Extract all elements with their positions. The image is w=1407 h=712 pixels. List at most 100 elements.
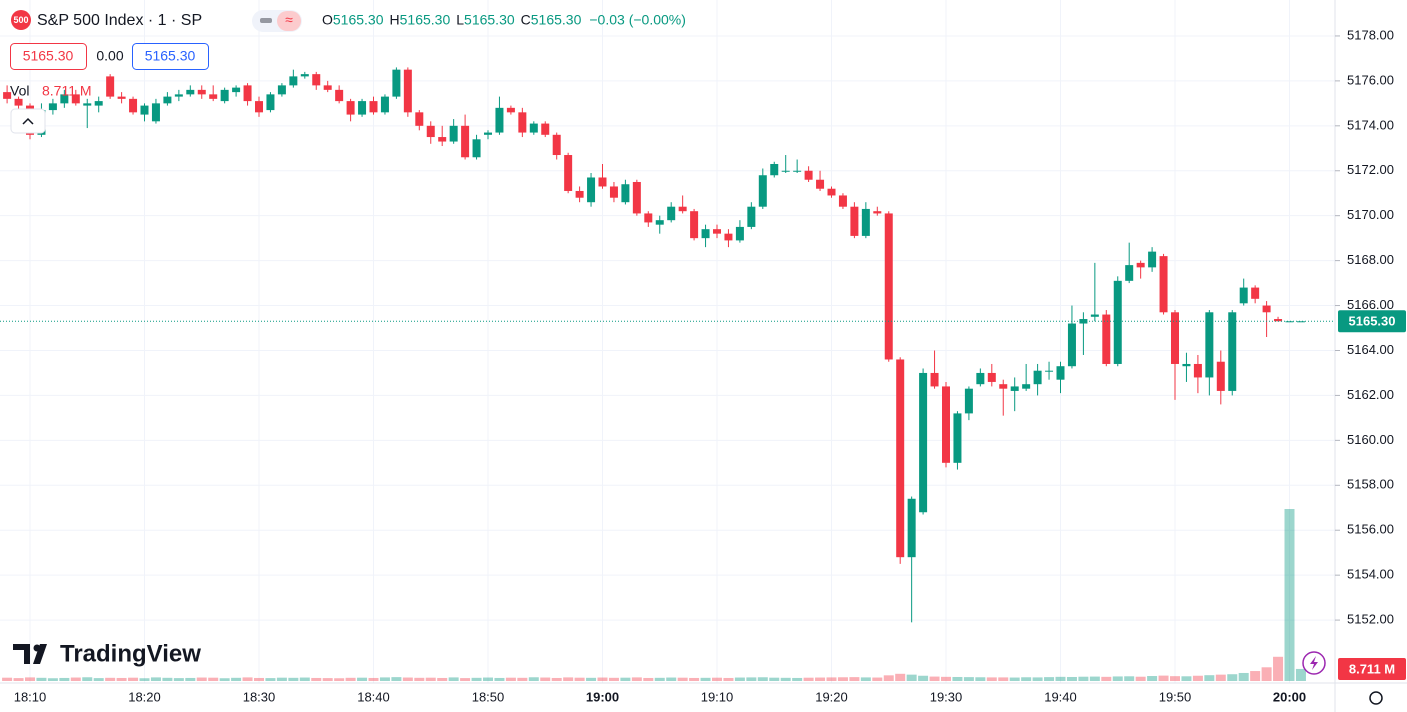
volume-bar: [689, 677, 700, 681]
ohlc-value: 5165.30: [400, 12, 451, 28]
candle-body: [48, 103, 57, 111]
volume-bar: [998, 677, 1009, 681]
y-tick-label: 5174.00: [1347, 117, 1394, 132]
x-tick-label: 18:40: [357, 689, 390, 704]
candle-body: [701, 229, 710, 239]
candle-body: [816, 179, 825, 189]
candle-body: [1182, 363, 1191, 367]
volume-bar: [276, 677, 287, 681]
volume-bar: [1295, 668, 1306, 681]
candle-body: [1022, 384, 1031, 389]
candle-body: [953, 413, 962, 463]
candle-body: [369, 101, 378, 113]
volume-bar: [116, 677, 127, 681]
candle-body: [770, 164, 779, 176]
volume-bar: [906, 674, 917, 681]
candle-body: [415, 112, 424, 126]
volume-bar: [231, 677, 242, 681]
candle-body: [575, 190, 584, 198]
volume-bar: [895, 673, 906, 681]
sell-box[interactable]: [10, 43, 87, 70]
volume-bar: [1158, 675, 1169, 681]
volume-bar: [150, 677, 161, 681]
candle-body: [461, 125, 470, 158]
volume-bar: [483, 677, 493, 681]
volume-bar: [70, 677, 81, 681]
badge-text: 500: [13, 15, 28, 25]
volume-bar: [826, 677, 837, 681]
candle-body: [735, 226, 744, 241]
candle-body: [1010, 386, 1019, 391]
volume-label-box: [1338, 657, 1406, 680]
candle-body: [518, 112, 527, 133]
volume-bar: [1170, 676, 1180, 681]
candle-body: [781, 170, 790, 172]
last-price-box: [1338, 310, 1406, 333]
volume-bar: [379, 677, 390, 681]
x-tick-label: 19:00: [586, 689, 619, 704]
toggle-icon: ≈: [285, 12, 293, 28]
volume-bar: [299, 677, 310, 681]
candle-body: [1251, 287, 1260, 299]
volume-bar: [505, 677, 516, 681]
volume-bar: [1261, 667, 1272, 681]
volume-bar: [918, 675, 929, 681]
candle-body: [713, 229, 721, 234]
volume-bar: [334, 678, 345, 681]
candle-body: [873, 211, 882, 214]
volume-bar: [975, 677, 986, 681]
volume-bar: [860, 677, 871, 681]
volume-bar: [345, 677, 356, 681]
candle-body: [358, 101, 367, 115]
candle-body: [186, 89, 195, 95]
x-tick-label: 18:20: [128, 689, 161, 704]
buy-box[interactable]: [132, 43, 209, 70]
volume-bar: [196, 677, 207, 681]
grid: [0, 0, 1335, 683]
symbol-title[interactable]: S&P 500 Index · 1 · SP: [37, 12, 202, 29]
candle-body: [209, 94, 218, 99]
volume-bar: [941, 676, 951, 681]
volume-bar: [872, 677, 883, 681]
volume-bar: [173, 678, 184, 681]
volume-bar: [1147, 676, 1158, 681]
volume-bar: [815, 677, 826, 681]
volume-bar: [1124, 676, 1135, 681]
volume-bar: [608, 677, 619, 681]
y-tick-label: 5154.00: [1347, 567, 1394, 582]
candle-body: [632, 181, 641, 214]
candle-body: [724, 233, 733, 241]
candle-body: [300, 74, 309, 77]
volume-bar: [1135, 676, 1146, 681]
settings-button[interactable]: [1369, 691, 1383, 705]
collapse-button[interactable]: [10, 108, 46, 134]
candle-body: [1090, 314, 1099, 317]
volume-bar: [700, 677, 711, 681]
volume-bar: [1238, 672, 1249, 681]
volume-bar: [391, 677, 402, 681]
volume-bar: [1204, 675, 1215, 681]
volume-bar: [82, 677, 93, 681]
volume-bar: [162, 677, 173, 681]
volume-bar: [47, 678, 58, 681]
volume-bar: [780, 677, 791, 681]
candle-body: [243, 85, 252, 102]
toggle-active: [277, 11, 301, 31]
candle-body: [266, 94, 275, 111]
candle-body: [644, 213, 653, 223]
ohlc-value: 5165.30: [464, 12, 515, 28]
candle-body: [1228, 312, 1237, 391]
volume-bar: [1284, 509, 1295, 681]
volume-bar: [1044, 677, 1055, 681]
y-tick-label: 5158.00: [1347, 477, 1394, 492]
volume-bar: [208, 677, 219, 681]
volume-bar: [1055, 676, 1066, 681]
volume-bar: [643, 677, 654, 681]
candle-body: [667, 206, 676, 221]
volume-bar: [1215, 674, 1226, 681]
volume-bar: [883, 675, 894, 681]
x-tick-label: 18:10: [14, 689, 47, 704]
candle-body: [942, 386, 950, 463]
y-tick-label: 5152.00: [1347, 612, 1394, 627]
candle-body: [964, 388, 973, 414]
